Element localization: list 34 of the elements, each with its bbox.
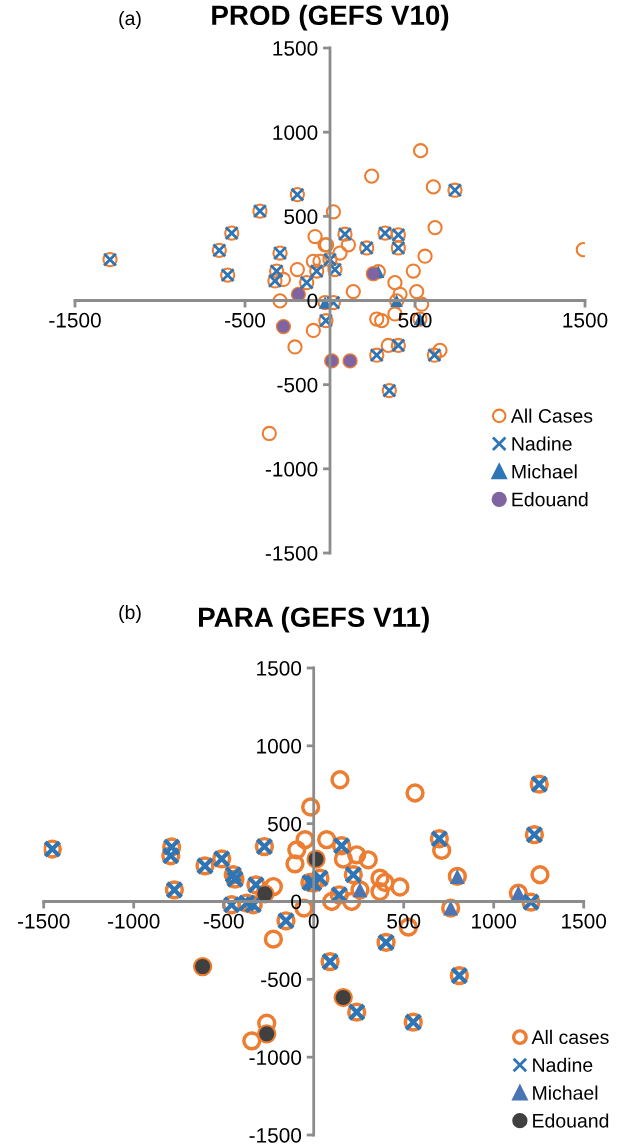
y-tick-label: 1000 xyxy=(273,125,318,140)
legend-label: Michael xyxy=(512,464,577,479)
legend-label: All cases xyxy=(531,1029,609,1045)
x-tick-label: -500 xyxy=(225,312,266,328)
chart-title: PARA (GEFS V11) xyxy=(199,606,429,633)
x-tick-label: 1500 xyxy=(562,913,607,929)
legend-label: Edouand xyxy=(512,492,588,507)
x-tick-label: -500 xyxy=(203,913,244,929)
y-tick-label: 0 xyxy=(291,894,302,910)
legend-label: Nadine xyxy=(512,436,572,451)
y-tick-label: 500 xyxy=(267,816,302,832)
text: (a) xyxy=(119,10,141,30)
legend-label: Nadine xyxy=(533,1057,593,1072)
legend-label: Edouand xyxy=(533,1113,609,1128)
y-tick-label: -1000 xyxy=(249,1050,302,1065)
x-tick-label: -1500 xyxy=(49,312,101,328)
y-tick-label: 500 xyxy=(284,209,318,225)
y-tick-label: -500 xyxy=(277,377,318,393)
x-tick-label: 1000 xyxy=(472,913,517,929)
y-tick-label: 1500 xyxy=(257,661,302,676)
y-tick-label: -1500 xyxy=(249,1128,302,1143)
legend-label: Michael xyxy=(533,1085,598,1100)
y-tick-label: -500 xyxy=(261,972,302,988)
y-tick-label: -1500 xyxy=(265,546,318,561)
x-tick-label: -1500 xyxy=(17,913,70,929)
y-tick-label: 1000 xyxy=(257,738,302,754)
chart-title: PROD (GEFS V10) xyxy=(212,4,449,31)
y-tick-label: 0 xyxy=(307,293,318,309)
legend-label: All Cases xyxy=(510,408,593,423)
x-tick-label: -1000 xyxy=(107,913,160,929)
y-tick-label: 1500 xyxy=(273,41,318,56)
y-tick-label: -1000 xyxy=(265,461,318,477)
text: (b) xyxy=(119,604,141,624)
x-tick-label: 1500 xyxy=(563,312,608,328)
